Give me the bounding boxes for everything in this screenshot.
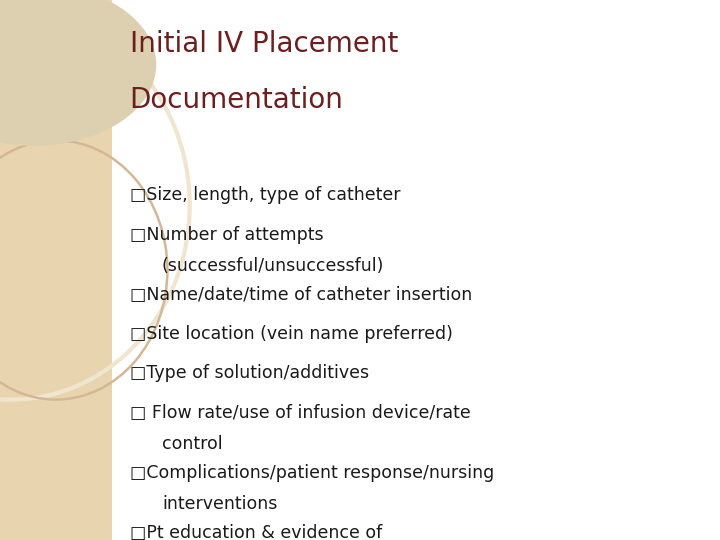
Text: Initial IV Placement: Initial IV Placement [130,30,398,58]
Text: □Pt education & evidence of: □Pt education & evidence of [130,524,382,540]
Text: □Name/date/time of catheter insertion: □Name/date/time of catheter insertion [130,286,472,303]
Text: □Number of attempts: □Number of attempts [130,226,323,244]
Text: □Complications/patient response/nursing: □Complications/patient response/nursing [130,464,494,482]
Text: control: control [162,435,222,453]
Text: □Type of solution/additives: □Type of solution/additives [130,364,369,382]
Wedge shape [0,0,50,38]
Text: (successful/unsuccessful): (successful/unsuccessful) [162,257,384,275]
Text: □Site location (vein name preferred): □Site location (vein name preferred) [130,325,452,343]
Bar [0,0,112,540]
Text: interventions: interventions [162,495,277,513]
Ellipse shape [0,0,156,146]
Text: Documentation: Documentation [130,86,343,114]
Text: □Size, length, type of catheter: □Size, length, type of catheter [130,186,400,204]
Text: □ Flow rate/use of infusion device/rate: □ Flow rate/use of infusion device/rate [130,404,470,422]
